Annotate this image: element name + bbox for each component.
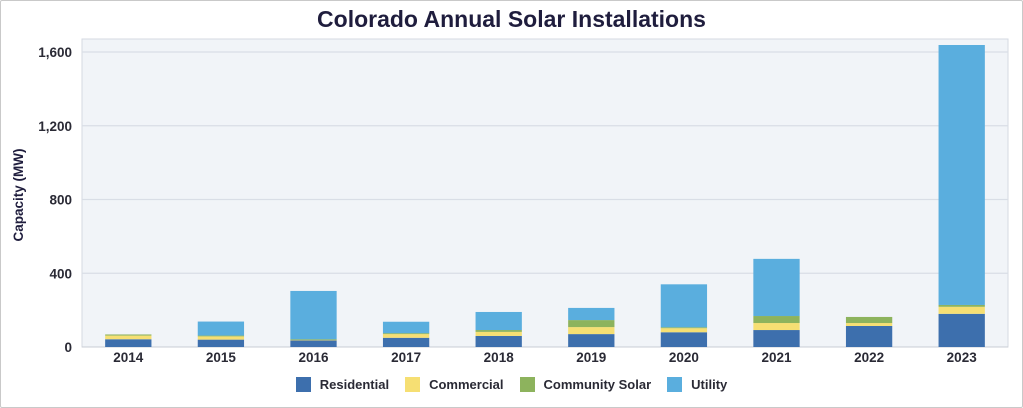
bar-stack-2018 [475, 311, 522, 347]
bar-utility-2016 [290, 290, 337, 340]
bar-stack-2020 [660, 284, 708, 347]
bar-residential-2017 [382, 337, 430, 347]
chart-title: Colorado Annual Solar Installations [317, 6, 706, 32]
bar-utility-2019 [568, 307, 615, 321]
bar-residential-2023 [938, 313, 985, 347]
bar-community-solar-2018 [475, 330, 522, 332]
y-axis-title: Capacity (MW) [11, 148, 26, 241]
legend-label: Community Solar [543, 377, 652, 392]
x-tick-label: 2020 [669, 350, 699, 365]
legend-item-community-solar[interactable]: Community Solar [519, 377, 652, 392]
bar-residential-2016 [290, 340, 337, 347]
x-tick-label: 2021 [761, 350, 792, 365]
bar-residential-2019 [568, 334, 615, 347]
x-tick-label: 2016 [298, 350, 329, 365]
bar-stack-2015 [197, 321, 245, 347]
bar-stack-2023 [938, 44, 985, 347]
y-axis-ticks: 0 400 800 1,200 1,600 [38, 45, 72, 355]
bar-utility-2023 [938, 44, 985, 305]
bar-commercial-2019 [568, 327, 615, 335]
bar-community-solar-2020 [660, 327, 708, 329]
bar-residential-2022 [845, 325, 893, 347]
bar-commercial-2014 [105, 335, 152, 340]
bar-utility-2017 [382, 321, 430, 334]
bar-commercial-2023 [938, 306, 985, 314]
bar-residential-2015 [197, 339, 245, 347]
x-tick-label: 2023 [947, 350, 978, 365]
bar-commercial-2021 [753, 323, 800, 331]
legend: Residential Commercial Community Solar Util… [0, 377, 1023, 392]
bar-residential-2020 [660, 332, 708, 347]
x-tick-label: 2022 [854, 350, 884, 365]
legend-swatch [405, 377, 421, 392]
bar-community-solar-2023 [938, 304, 985, 307]
plot-area [81, 38, 1009, 348]
bar-utility-2015 [197, 321, 245, 336]
bar-community-solar-2019 [568, 320, 615, 328]
bar-stack-2019 [568, 307, 615, 347]
x-tick-label: 2014 [113, 350, 144, 365]
x-tick-label: 2019 [576, 350, 606, 365]
bar-residential-2014 [105, 339, 152, 347]
bar-residential-2018 [475, 335, 522, 347]
legend-swatch [667, 377, 683, 392]
bar-commercial-2017 [382, 334, 430, 338]
bar-utility-2020 [660, 284, 708, 328]
legend-item-commercial[interactable]: Commercial [405, 377, 504, 392]
bar-utility-2018 [475, 311, 522, 331]
y-tick-label: 1,600 [38, 45, 72, 60]
y-tick-label: 800 [49, 193, 72, 208]
legend-label: Residential [319, 377, 390, 392]
bar-stack-2014 [105, 334, 152, 347]
bar-commercial-2018 [475, 331, 522, 336]
y-tick-label: 0 [64, 340, 72, 355]
bar-community-solar-2022 [845, 316, 893, 324]
bar-community-solar-2017 [382, 333, 430, 335]
legend-label: Commercial [429, 377, 504, 392]
x-axis-ticks: 2014 2015 2016 2017 2018 2019 2020 2021 2022 2023 [113, 350, 977, 365]
bar-community-solar-2016 [290, 339, 337, 341]
legend-label: Utility [691, 377, 728, 392]
x-tick-label: 2018 [484, 350, 515, 365]
legend-swatch [295, 377, 311, 392]
legend-swatch [519, 377, 535, 392]
bar-commercial-2022 [845, 323, 893, 326]
bar-stack-2016 [290, 290, 337, 347]
legend-item-residential[interactable]: Residential [295, 377, 390, 392]
bar-stack-2021 [753, 258, 800, 347]
bar-commercial-2015 [197, 336, 245, 340]
bar-residential-2021 [753, 330, 800, 347]
y-tick-label: 400 [49, 266, 72, 281]
bar-commercial-2020 [660, 328, 708, 333]
legend-item-utility[interactable]: Utility [667, 377, 727, 392]
bar-stack-2017 [382, 321, 430, 347]
x-tick-label: 2017 [391, 350, 421, 365]
bars [105, 44, 985, 347]
bar-community-solar-2014 [105, 334, 152, 336]
bar-utility-2021 [753, 258, 800, 317]
x-tick-label: 2015 [206, 350, 237, 365]
bar-community-solar-2015 [197, 335, 245, 337]
bar-community-solar-2021 [753, 316, 800, 324]
y-tick-label: 1,200 [38, 119, 72, 134]
bar-stack-2022 [845, 316, 893, 347]
